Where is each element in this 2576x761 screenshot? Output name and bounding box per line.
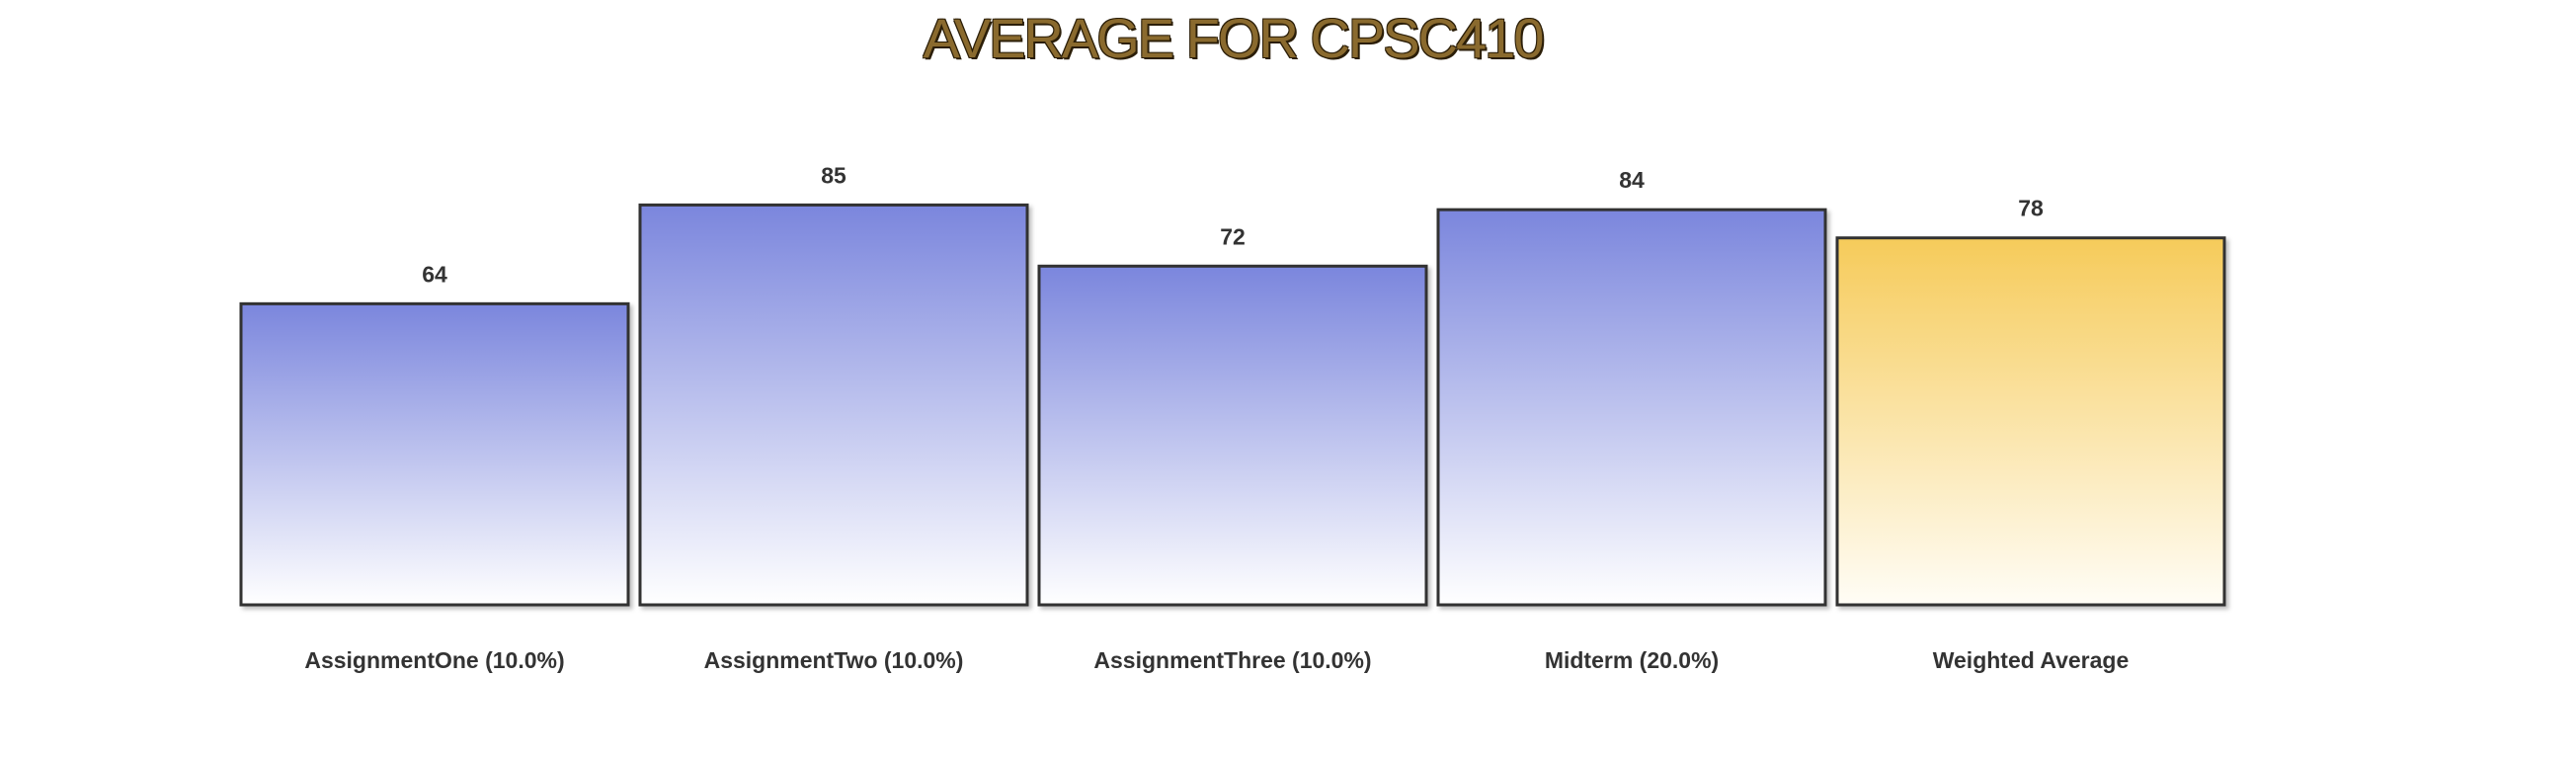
bar-value-label: 84 [1619,167,1645,193]
chart-title: AVERAGE FOR CPSC410 [923,7,1545,69]
bar-2 [638,203,1029,607]
category-label: AssignmentOne (10.0%) [304,647,564,673]
bar-value-label: 85 [821,162,846,188]
category-label: Midterm (20.0%) [1545,647,1719,673]
category-label: Weighted Average [1933,647,2130,673]
bar-3 [1037,264,1428,607]
bar-5 [1835,236,2226,607]
category-label: AssignmentTwo (10.0%) [704,647,964,673]
category-label: AssignmentThree (10.0%) [1093,647,1371,673]
bar-4 [1436,208,1827,607]
bar-value-label: 78 [2018,196,2044,221]
bar-value-label: 72 [1220,223,1246,249]
bar-value-label: 64 [422,261,447,287]
bar-1 [239,301,630,607]
